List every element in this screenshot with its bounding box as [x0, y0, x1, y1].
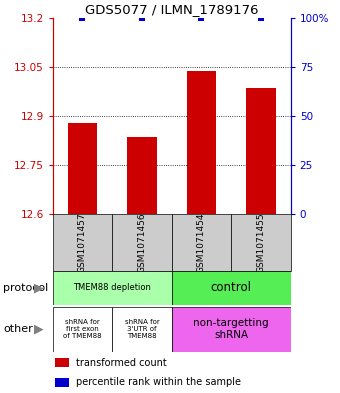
Text: protocol: protocol [3, 283, 49, 293]
Bar [246, 88, 276, 214]
Bar [172, 271, 291, 305]
Bar [172, 214, 231, 271]
Text: TMEM88 depletion: TMEM88 depletion [73, 283, 151, 292]
Title: GDS5077 / ILMN_1789176: GDS5077 / ILMN_1789176 [85, 4, 258, 17]
Bar [53, 214, 112, 271]
Bar [187, 71, 216, 214]
Bar [231, 214, 291, 271]
Text: ▶: ▶ [34, 323, 44, 336]
Bar [112, 214, 172, 271]
Text: control: control [211, 281, 252, 294]
Text: GSM1071454: GSM1071454 [197, 213, 206, 273]
Bar [55, 358, 69, 367]
Bar [172, 307, 291, 352]
Text: shRNA for
first exon
of TMEM88: shRNA for first exon of TMEM88 [63, 319, 102, 339]
Text: GSM1071455: GSM1071455 [256, 212, 266, 273]
Text: GSM1071456: GSM1071456 [137, 212, 147, 273]
Bar [53, 271, 172, 305]
Text: GSM1071457: GSM1071457 [78, 212, 87, 273]
Text: other: other [3, 324, 33, 334]
Text: ▶: ▶ [34, 281, 44, 294]
Text: shRNA for
3'UTR of
TMEM88: shRNA for 3'UTR of TMEM88 [124, 319, 159, 339]
Bar [127, 137, 157, 214]
Bar [55, 378, 69, 387]
Text: percentile rank within the sample: percentile rank within the sample [76, 377, 241, 387]
Text: transformed count: transformed count [76, 358, 167, 368]
Text: non-targetting
shRNA: non-targetting shRNA [193, 318, 269, 340]
Bar [53, 307, 112, 352]
Bar [68, 123, 97, 214]
Bar [112, 307, 172, 352]
